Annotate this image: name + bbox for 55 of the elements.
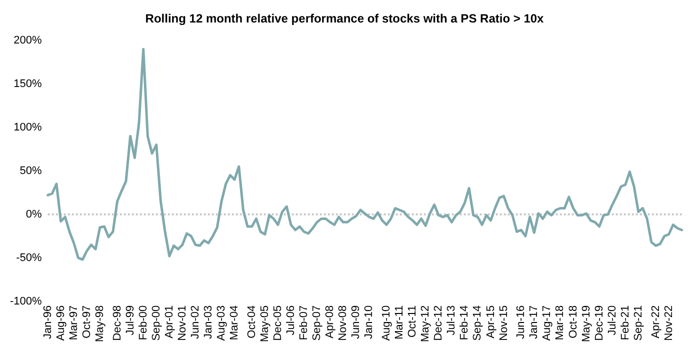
x-tick-label: Feb-07: [298, 305, 310, 340]
x-tick-label: Mar-11: [394, 305, 406, 340]
x-tick-label: Oct-97: [80, 305, 93, 338]
x-tick-label: Jul-20: [606, 305, 618, 336]
chart-title: Rolling 12 month relative performance of stocks with a PS Ratio > 10x: [145, 12, 544, 26]
y-tick-label: -50%: [16, 252, 42, 264]
x-tick-label: Dec-05: [272, 305, 284, 341]
x-tick-label: Jan-96: [42, 305, 54, 339]
x-tick-label: Jan-03: [202, 305, 214, 339]
x-tick-label: Apr-01: [163, 305, 176, 338]
x-tick-label: Apr-22: [650, 305, 662, 338]
x-tick-label: Jun-09: [350, 305, 362, 339]
x-tick-label: Jan-17: [528, 305, 540, 339]
x-tick-label: May-98: [94, 305, 106, 342]
x-tick-label: Sep-21: [632, 305, 644, 341]
x-tick-label: Sep-00: [150, 305, 162, 341]
x-tick-label: Nov-22: [662, 305, 675, 341]
y-tick-label: 200%: [14, 34, 42, 46]
x-tick-label: Mar-97: [68, 305, 80, 340]
x-tick-label: May-19: [580, 305, 592, 342]
x-tick-label: Jan-10: [363, 305, 376, 339]
x-tick-label: Feb-00: [137, 305, 150, 340]
x-tick-label: Jul-13: [446, 305, 458, 336]
x-tick-label: Jul-06: [285, 305, 298, 336]
y-tick-label: -100%: [10, 295, 42, 308]
x-tick-label: May-05: [258, 305, 271, 342]
x-tick-label: Jun-02: [189, 305, 202, 339]
x-tick-label: Oct-04: [246, 305, 258, 338]
x-tick-label: Feb-21: [619, 305, 632, 340]
x-tick-label: Oct-11: [406, 305, 419, 338]
x-tick-label: Dec-98: [111, 305, 124, 341]
x-tick-label: Aug-17: [541, 305, 554, 341]
y-tick-label: 150%: [14, 78, 42, 90]
x-tick-label: Nov-01: [176, 305, 188, 341]
x-tick-label: Mar-04: [228, 305, 241, 340]
y-tick-label: 100%: [14, 121, 42, 134]
y-tick-label: 0%: [26, 208, 42, 220]
y-tick-label: 50%: [20, 164, 42, 177]
x-tick-label: Dec-19: [593, 305, 606, 341]
x-tick-label: Nov-08: [337, 305, 350, 341]
x-tick-label: Sep-07: [311, 305, 324, 341]
x-tick-label: Jun-16: [515, 305, 528, 339]
x-tick-label: Apr-15: [484, 305, 497, 338]
x-tick-label: Sep-14: [472, 305, 484, 341]
x-tick-label: Mar-18: [554, 305, 566, 340]
x-tick-label: Aug-96: [54, 305, 67, 341]
x-tick-label: Dec-12: [432, 305, 445, 341]
x-tick-label: Aug-10: [380, 305, 393, 341]
x-tick-label: Oct-18: [567, 305, 580, 338]
x-tick-label: Apr-08: [324, 305, 336, 338]
x-tick-label: May-12: [420, 305, 432, 342]
x-tick-label: Nov-15: [498, 305, 510, 341]
x-tick-label: Feb-14: [458, 305, 471, 340]
x-tick-label: Aug-03: [216, 305, 228, 341]
x-tick-label: Jul-99: [124, 305, 136, 336]
